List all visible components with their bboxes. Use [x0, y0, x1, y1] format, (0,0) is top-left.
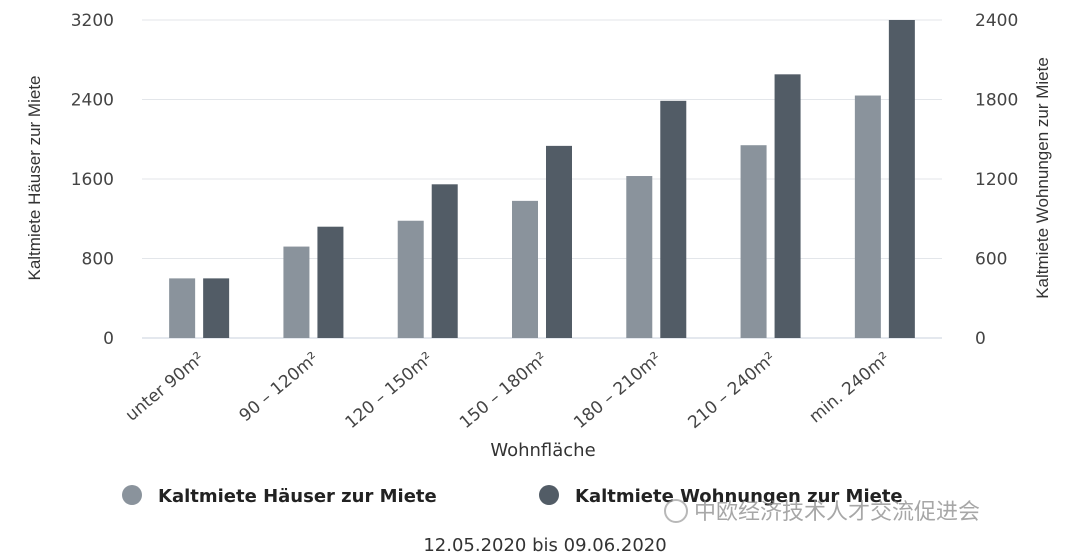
legend-item-wohnungen[interactable]: Kaltmiete Wohnungen zur Miete [539, 485, 903, 507]
right-tick-label: 2400 [975, 11, 1018, 31]
bar-haeuser [397, 220, 424, 338]
right-axis-ticks: 0 600 1200 1800 2400 [975, 11, 1018, 349]
bar-wohnungen [774, 74, 801, 338]
left-axis-title: Kaltmiete Häuser zur Miete [25, 75, 44, 280]
bar-haeuser [169, 278, 196, 338]
legend-item-haeuser[interactable]: Kaltmiete Häuser zur Miete [122, 485, 437, 507]
watermark-icon [664, 499, 688, 523]
x-axis-ticks: unter 90m² 90 – 120m² 120 – 150m² 150 – 180… [122, 349, 894, 433]
x-tick-label: 150 – 180m² [456, 349, 551, 433]
legend-marker-wohnungen [539, 485, 559, 505]
x-axis-title: Wohnfläche [490, 440, 595, 461]
left-tick-label: 2400 [71, 91, 114, 111]
right-tick-label: 600 [975, 250, 1007, 270]
right-tick-label: 1800 [975, 91, 1018, 111]
left-tick-label: 0 [103, 329, 114, 349]
left-tick-label: 1600 [71, 170, 114, 190]
bar-wohnungen [888, 20, 915, 338]
legend-label-haeuser: Kaltmiete Häuser zur Miete [158, 486, 437, 507]
left-axis-ticks: 0 800 1600 2400 3200 [71, 11, 114, 349]
bar-wohnungen [203, 278, 230, 338]
left-tick-label: 3200 [71, 11, 114, 31]
bar-wohnungen [546, 145, 572, 338]
bar-haeuser [854, 95, 881, 339]
legend: Kaltmiete Häuser zur Miete Kaltmiete Woh… [122, 485, 903, 507]
grid-lines [142, 19, 942, 339]
x-tick-label: 120 – 150m² [342, 349, 437, 433]
x-tick-label: 90 – 120m² [236, 349, 323, 427]
x-tick-label: min. 240m² [806, 349, 894, 428]
watermark-text: 中欧经济技术人才交流促进会 [694, 500, 980, 525]
bar-wohnungen [317, 226, 344, 338]
x-tick-label: unter 90m² [122, 349, 208, 426]
x-tick-label: 210 – 240m² [685, 349, 780, 433]
right-tick-label: 0 [975, 329, 986, 349]
bar-haeuser [740, 145, 767, 338]
bar-wohnungen [660, 100, 687, 338]
bar-haeuser [283, 246, 310, 338]
bar-haeuser [512, 200, 538, 338]
left-tick-label: 800 [82, 250, 114, 270]
legend-label-wohnungen: Kaltmiete Wohnungen zur Miete [575, 486, 903, 507]
bar-wohnungen [431, 184, 458, 338]
right-axis-title: Kaltmiete Wohnungen zur Miete [1033, 57, 1052, 299]
watermark: 中欧经济技术人才交流促进会 [664, 499, 980, 525]
right-tick-label: 1200 [975, 170, 1018, 190]
date-range: 12.05.2020 bis 09.06.2020 [423, 535, 666, 556]
bar-haeuser [626, 176, 653, 338]
legend-marker-haeuser [122, 485, 142, 505]
bars [169, 20, 915, 339]
x-tick-label: 180 – 210m² [570, 349, 665, 433]
